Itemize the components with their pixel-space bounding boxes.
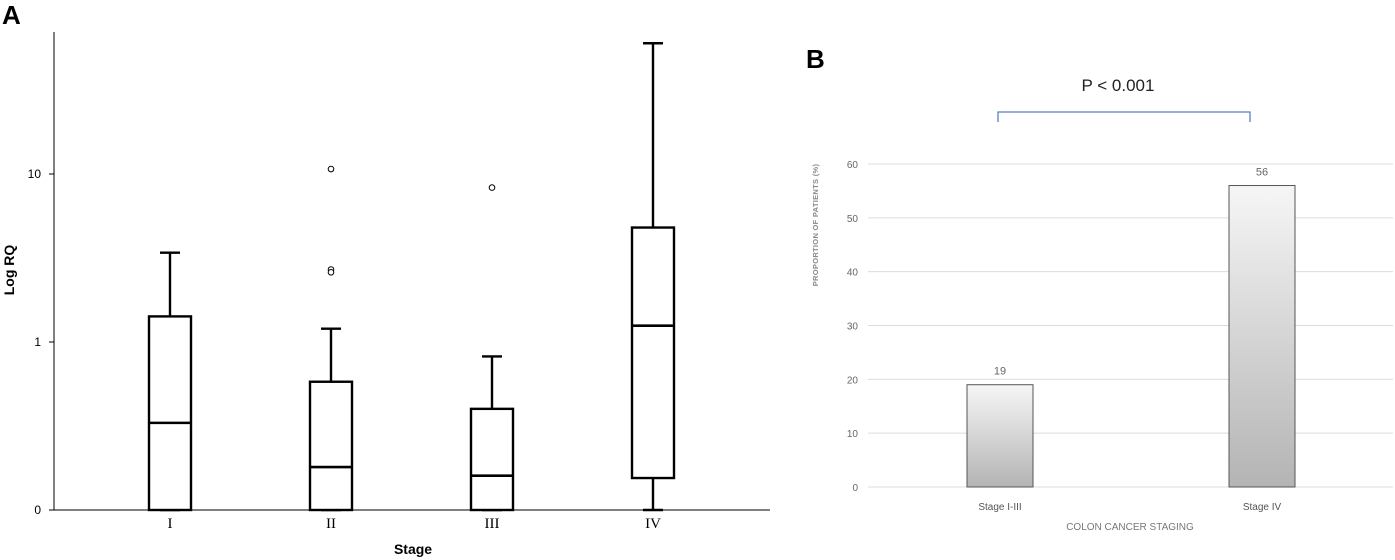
a-outlier-point [327, 268, 335, 276]
a-box-iqr [308, 380, 354, 512]
b-y-ticks: 0 10 20 30 40 50 60 [847, 160, 859, 494]
a-box-iqr [469, 407, 515, 512]
b-y-tick-label: 10 [847, 429, 859, 440]
b-bar-1 [966, 384, 1034, 488]
a-outlier-point [488, 184, 496, 191]
b-y-tick-label: 50 [847, 214, 859, 225]
b-x-axis-title: COLON CANCER STAGING [1066, 522, 1194, 533]
b-y-axis-title: PROPORTION OF PATIENTS (%) [811, 164, 820, 287]
a-box-iqr [630, 226, 676, 480]
b-data-label: 56 [1256, 167, 1268, 179]
b-gridlines [868, 163, 1393, 488]
a-x-ticks: I II III IV [168, 516, 662, 532]
b-y-tick-label: 0 [852, 483, 858, 494]
b-data-label: 19 [994, 366, 1006, 378]
b-y-tick-label: 30 [847, 322, 859, 333]
panel-b-letter: B [806, 44, 825, 74]
b-x-tick-label: Stage IV [1243, 502, 1282, 513]
b-bar-2 [1228, 185, 1296, 488]
b-y-tick-label: 40 [847, 268, 859, 279]
a-y-axis-title: Log RQ [1, 245, 17, 296]
a-y-tick-label: 10 [28, 167, 42, 181]
a-x-tick-label: III [485, 516, 500, 532]
panel-a-letter: A [2, 0, 21, 30]
significance-bracket [997, 111, 1251, 122]
a-box-II [308, 165, 354, 512]
a-box-iqr [147, 315, 193, 512]
a-outlier-point [327, 165, 335, 173]
p-value-annotation: P < 0.001 [1082, 76, 1155, 95]
a-x-tick-label: IV [645, 516, 661, 532]
b-x-ticks: Stage I-III Stage IV [978, 502, 1281, 513]
a-box-I [147, 251, 193, 512]
a-x-tick-label: I [168, 516, 173, 532]
a-y-tick-label: 1 [34, 335, 41, 349]
b-y-tick-label: 60 [847, 160, 859, 171]
a-x-axis-title: Stage [394, 541, 432, 557]
b-y-tick-label: 20 [847, 375, 859, 386]
a-boxes [147, 42, 676, 512]
a-y-ticks: 0 1 10 [28, 167, 54, 517]
b-x-tick-label: Stage I-III [978, 502, 1021, 513]
a-box-IV [630, 42, 676, 512]
a-y-tick-label: 0 [34, 503, 41, 517]
a-box-III [469, 184, 515, 512]
a-x-tick-label: II [326, 516, 336, 532]
